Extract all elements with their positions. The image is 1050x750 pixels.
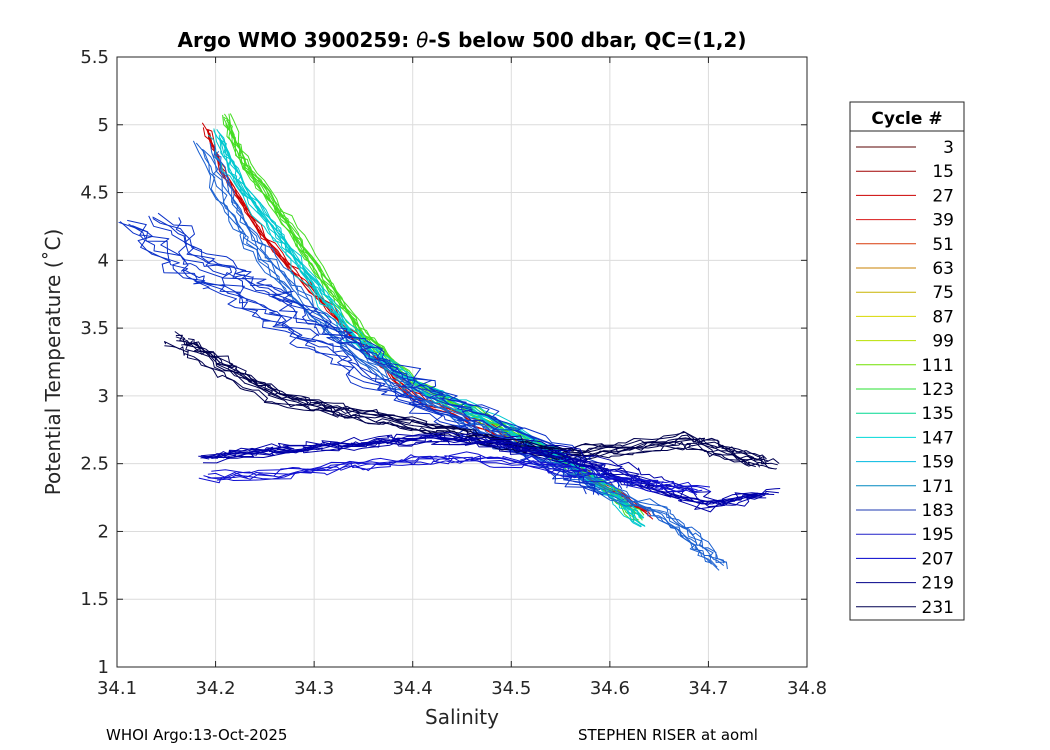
y-tick-label: 3.5 [80,318,109,339]
y-tick-label: 5 [98,115,109,136]
profile-line-group-5 [175,336,770,462]
data-series [118,113,781,571]
tick-marks [116,56,808,668]
x-tick-label: 34.6 [590,678,630,699]
profile-line-group-2 [213,130,640,518]
legend-label: 99 [932,332,954,352]
legend-label: 135 [922,404,954,424]
chart-title: Argo WMO 3900259: θ-S below 500 dbar, QC… [178,28,747,52]
legend-title: Cycle # [871,109,942,129]
x-tick-label: 34.1 [97,678,137,699]
profile-line-group-6 [201,437,762,504]
profile-line-group-4 [157,212,634,487]
legend-label: 195 [922,525,954,545]
legend-label: 171 [922,477,954,497]
profile-line-group-7 [207,455,703,493]
profile-line-group-6 [198,434,767,505]
profile-line-group-5 [176,340,769,465]
y-tick-label: 2 [98,521,109,542]
x-tick-label: 34.4 [393,678,433,699]
legend-label: 147 [922,428,954,448]
y-tick-label: 1.5 [80,589,109,610]
legend-label: 63 [932,259,954,279]
y-tick-label: 5.5 [80,47,109,68]
legend-label: 219 [922,574,954,594]
x-tick-label: 34.8 [787,678,827,699]
legend-label: 231 [922,598,954,618]
legend-label: 3 [943,138,954,158]
legend-label: 75 [932,283,954,303]
profile-line-group-6 [211,436,775,506]
x-axis-label: Salinity [425,705,499,729]
profile-line-group-5 [164,341,756,468]
legend-entries: 3 15 27 39 51 63 75 87 99 111 123 135 147 159 171 183 19… [856,138,954,618]
y-tick-label: 1 [98,657,109,678]
legend-label: 207 [922,549,954,569]
legend-label: 123 [922,380,954,400]
profile-line-group-6 [216,432,781,503]
footer-left: WHOI Argo:13-Oct-2025 [106,726,287,744]
y-axis-label: Potential Temperature (˚C) [41,229,65,496]
legend-label: 27 [932,186,954,206]
tick-labels: 34.1 34.2 34.3 34.4 34.5 34.6 34.7 34.811.522.5… [80,47,827,699]
y-tick-label: 2.5 [80,454,109,475]
profile-line-group-3 [209,142,725,564]
profile-line-group-7 [198,460,698,496]
profile-line-group-6 [203,434,759,505]
axes-box [116,56,808,668]
profile-line-group-3 [213,147,725,566]
profile-line-group-7 [203,458,698,493]
plot-area: 34.1 34.2 34.3 34.4 34.5 34.6 34.7 34.811.522.5… [80,47,827,699]
profile-line-group-3 [195,142,712,565]
legend-label: 159 [922,453,954,473]
plot-background [117,57,807,667]
legend-label: 15 [932,162,954,182]
legend-label: 111 [922,356,954,376]
x-tick-label: 34.7 [688,678,728,699]
legend: Cycle # 3 15 27 39 51 63 75 87 99 111 123 135 147 159… [849,101,965,621]
legend-label: 87 [932,307,954,327]
x-tick-label: 34.5 [491,678,531,699]
footer-right: STEPHEN RISER at aoml [578,726,758,744]
legend-label: 51 [932,235,954,255]
profile-line-group-6 [219,435,779,504]
profile-line-group-4 [175,217,635,487]
x-tick-label: 34.3 [294,678,334,699]
legend-label: 183 [922,501,954,521]
profile-line-group-7 [211,451,711,488]
profile-line-group-5 [190,340,780,464]
y-tick-label: 3 [98,386,109,407]
y-tick-label: 4 [98,250,109,271]
legend-label: 39 [932,211,954,231]
profile-line-group-4 [152,217,620,488]
profile-line-group-4 [152,216,629,489]
legend-box [849,101,965,621]
y-tick-label: 4.5 [80,183,109,204]
profile-line-group-5 [164,345,760,468]
x-tick-label: 34.2 [196,678,236,699]
